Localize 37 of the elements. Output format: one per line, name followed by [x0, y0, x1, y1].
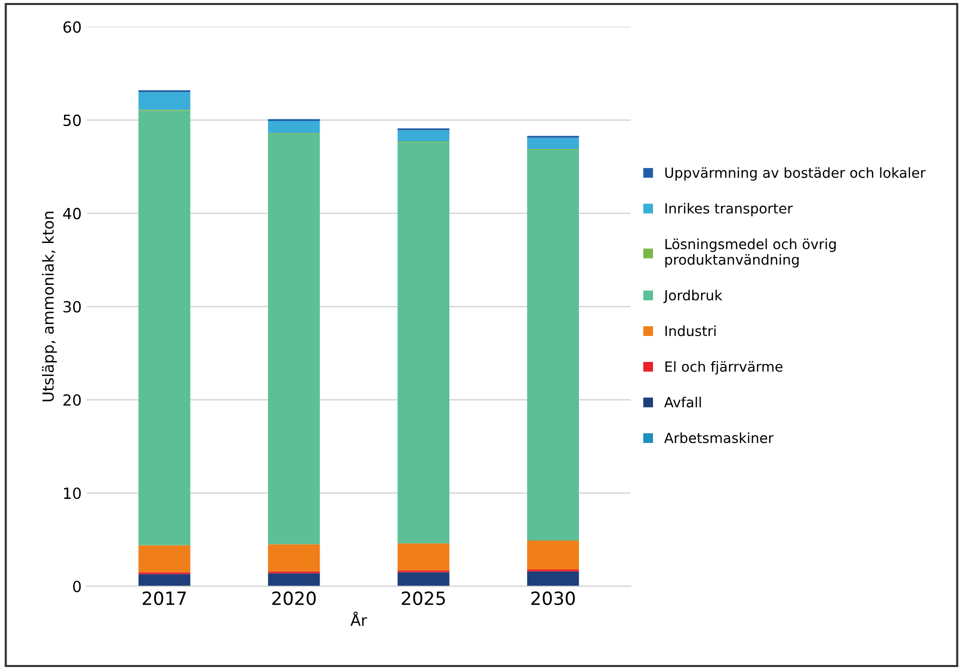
legend-label: Jordbruk [663, 290, 722, 304]
y-tick-label: 30 [64, 300, 81, 313]
legend-label: El och fjärrvärme [665, 361, 782, 375]
legend-label: Arbetsmaskiner [664, 432, 774, 444]
legend-label: Lösningsmedel och övrig produktanvändning [665, 238, 836, 268]
bar [527, 138, 579, 149]
x-tick-label: 2025 [402, 591, 445, 606]
bar [138, 574, 190, 586]
bar [268, 134, 320, 544]
legend-label: Industri [665, 325, 716, 336]
bar [268, 573, 320, 586]
bar [138, 545, 190, 572]
bar [398, 572, 450, 586]
legend-label: Avfall [664, 396, 701, 408]
x-axis-title: År [350, 612, 368, 626]
bar [398, 543, 450, 570]
bar [527, 571, 579, 586]
bar [398, 142, 450, 544]
x-tick-label: 2030 [531, 591, 575, 606]
y-axis-title: Utsläpp, ammoniak, kton [42, 212, 57, 402]
y-tick-label: 50 [64, 114, 81, 126]
x-tick-label: 2020 [272, 591, 316, 606]
bar [138, 92, 190, 110]
y-tick-label: 60 [63, 21, 81, 33]
bar [268, 544, 320, 572]
y-tick-label: 0 [73, 580, 81, 592]
bar [138, 110, 190, 546]
bar [527, 540, 579, 570]
bar [268, 120, 320, 134]
x-tick-label: 2017 [142, 591, 186, 606]
y-tick-label: 10 [64, 487, 81, 500]
legend-label: Uppvärmning av bostäder och lokaler [665, 167, 926, 181]
bar [398, 130, 450, 142]
bar [527, 150, 579, 541]
y-tick-label: 20 [63, 394, 81, 406]
legend-label: Inrikes transporter [665, 202, 793, 216]
y-tick-label: 40 [63, 208, 81, 220]
